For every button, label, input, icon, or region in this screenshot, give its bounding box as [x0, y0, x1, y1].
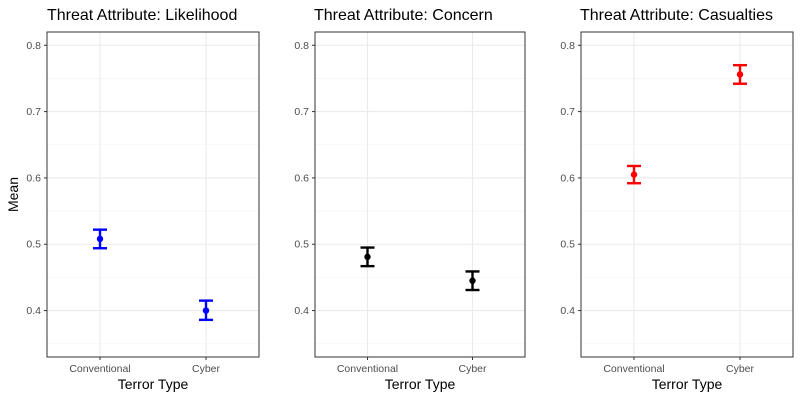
x-axis-title: Terror Type — [118, 376, 189, 392]
mean-point — [364, 253, 371, 261]
panel-background — [581, 32, 793, 357]
y-tick-label: 0.6 — [26, 172, 41, 184]
panel-2: 0.4 0.5 0.6 0.7 0.8 Conventional Cyber Threat A… — [294, 7, 526, 392]
y-tick-label: 0.4 — [26, 305, 41, 317]
x-axis-title: Terror Type — [385, 376, 456, 392]
panel-border — [46, 31, 260, 358]
mean-point — [469, 277, 476, 284]
mean-point — [96, 235, 104, 243]
y-tick-label: 0.8 — [294, 40, 309, 52]
panel-border — [580, 31, 794, 358]
y-tick-label: 0.8 — [560, 40, 575, 52]
panel-background — [315, 32, 525, 357]
y-tick-label: 0.4 — [294, 305, 309, 317]
errorbar-cyber — [733, 63, 747, 85]
panel-title: Threat Attribute: Concern — [314, 7, 493, 24]
x-tick-label: Cyber — [192, 363, 221, 375]
y-tick-label: 0.6 — [560, 172, 575, 184]
y-tick-label: 0.6 — [294, 172, 309, 184]
x-tick-label: Conventional — [337, 363, 398, 375]
y-tick-label: 0.4 — [560, 305, 575, 317]
x-tick-label: Conventional — [603, 363, 664, 375]
mean-point — [630, 171, 638, 178]
x-axis-title: Terror Type — [652, 376, 723, 392]
panel-border — [314, 31, 526, 358]
x-tick-label: Cyber — [458, 363, 487, 375]
panel-1: 0.4 0.5 0.6 0.7 0.8 Conventional Cyber Threat A… — [5, 7, 260, 392]
y-tick-label: 0.5 — [560, 239, 575, 251]
y-tick-label: 0.7 — [294, 106, 309, 118]
x-tick-label: Cyber — [726, 363, 755, 375]
errorbar-conventional — [360, 246, 375, 268]
panel-title: Threat Attribute: Casualties — [580, 7, 773, 24]
x-tick-label: Conventional — [69, 363, 130, 375]
errorbar-cyber — [199, 299, 213, 322]
mean-point — [736, 71, 744, 78]
errorbar-cyber — [465, 270, 480, 292]
errorbar-conventional — [627, 164, 641, 185]
y-axis-title: Mean — [5, 177, 21, 212]
y-tick-label: 0.5 — [26, 239, 41, 251]
y-tick-label: 0.7 — [560, 106, 575, 118]
y-tick-label: 0.5 — [294, 239, 309, 251]
panel-title: Threat Attribute: Likelihood — [47, 7, 237, 24]
panel-background — [47, 32, 259, 357]
panel-3: 0.4 0.5 0.6 0.7 0.8 Conventional Cyber Threat A… — [560, 7, 794, 392]
mean-point — [202, 307, 210, 314]
y-tick-label: 0.7 — [26, 106, 41, 118]
errorbar-conventional — [93, 228, 107, 250]
y-tick-label: 0.8 — [26, 40, 41, 52]
